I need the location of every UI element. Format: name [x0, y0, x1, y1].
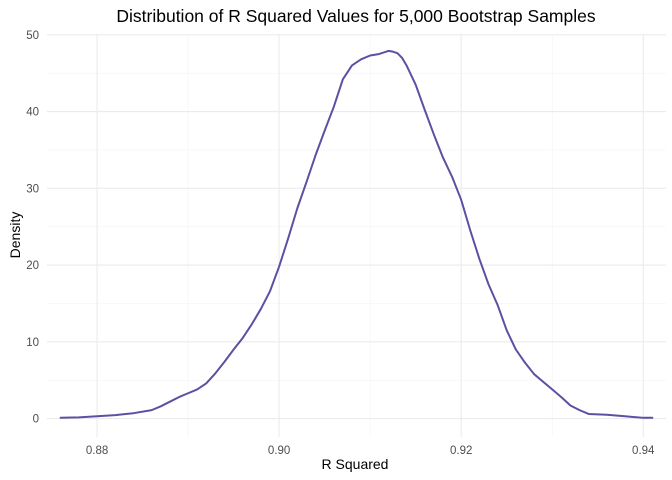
y-tick-label: 20: [26, 260, 39, 272]
x-axis-tick-labels: 0.88 0.90 0.92 0.94: [86, 445, 655, 457]
y-tick-label: 10: [26, 337, 39, 349]
y-axis-title: Density: [7, 212, 23, 259]
major-gridlines: [47, 34, 666, 437]
x-tick-label: 0.90: [268, 445, 290, 457]
x-tick-label: 0.94: [632, 445, 655, 457]
x-tick-label: 0.88: [86, 445, 108, 457]
y-axis-tick-labels: 0 10 20 30 40 50: [26, 30, 39, 426]
chart-title: Distribution of R Squared Values for 5,0…: [116, 6, 595, 26]
y-tick-label: 50: [26, 30, 39, 42]
y-tick-label: 0: [33, 414, 39, 426]
density-curve: [59, 49, 654, 419]
minor-gridlines: [47, 34, 666, 437]
y-tick-label: 40: [26, 107, 39, 119]
x-axis-title: R Squared: [322, 456, 389, 472]
x-tick-label: 0.92: [450, 445, 472, 457]
y-tick-label: 30: [26, 183, 39, 195]
